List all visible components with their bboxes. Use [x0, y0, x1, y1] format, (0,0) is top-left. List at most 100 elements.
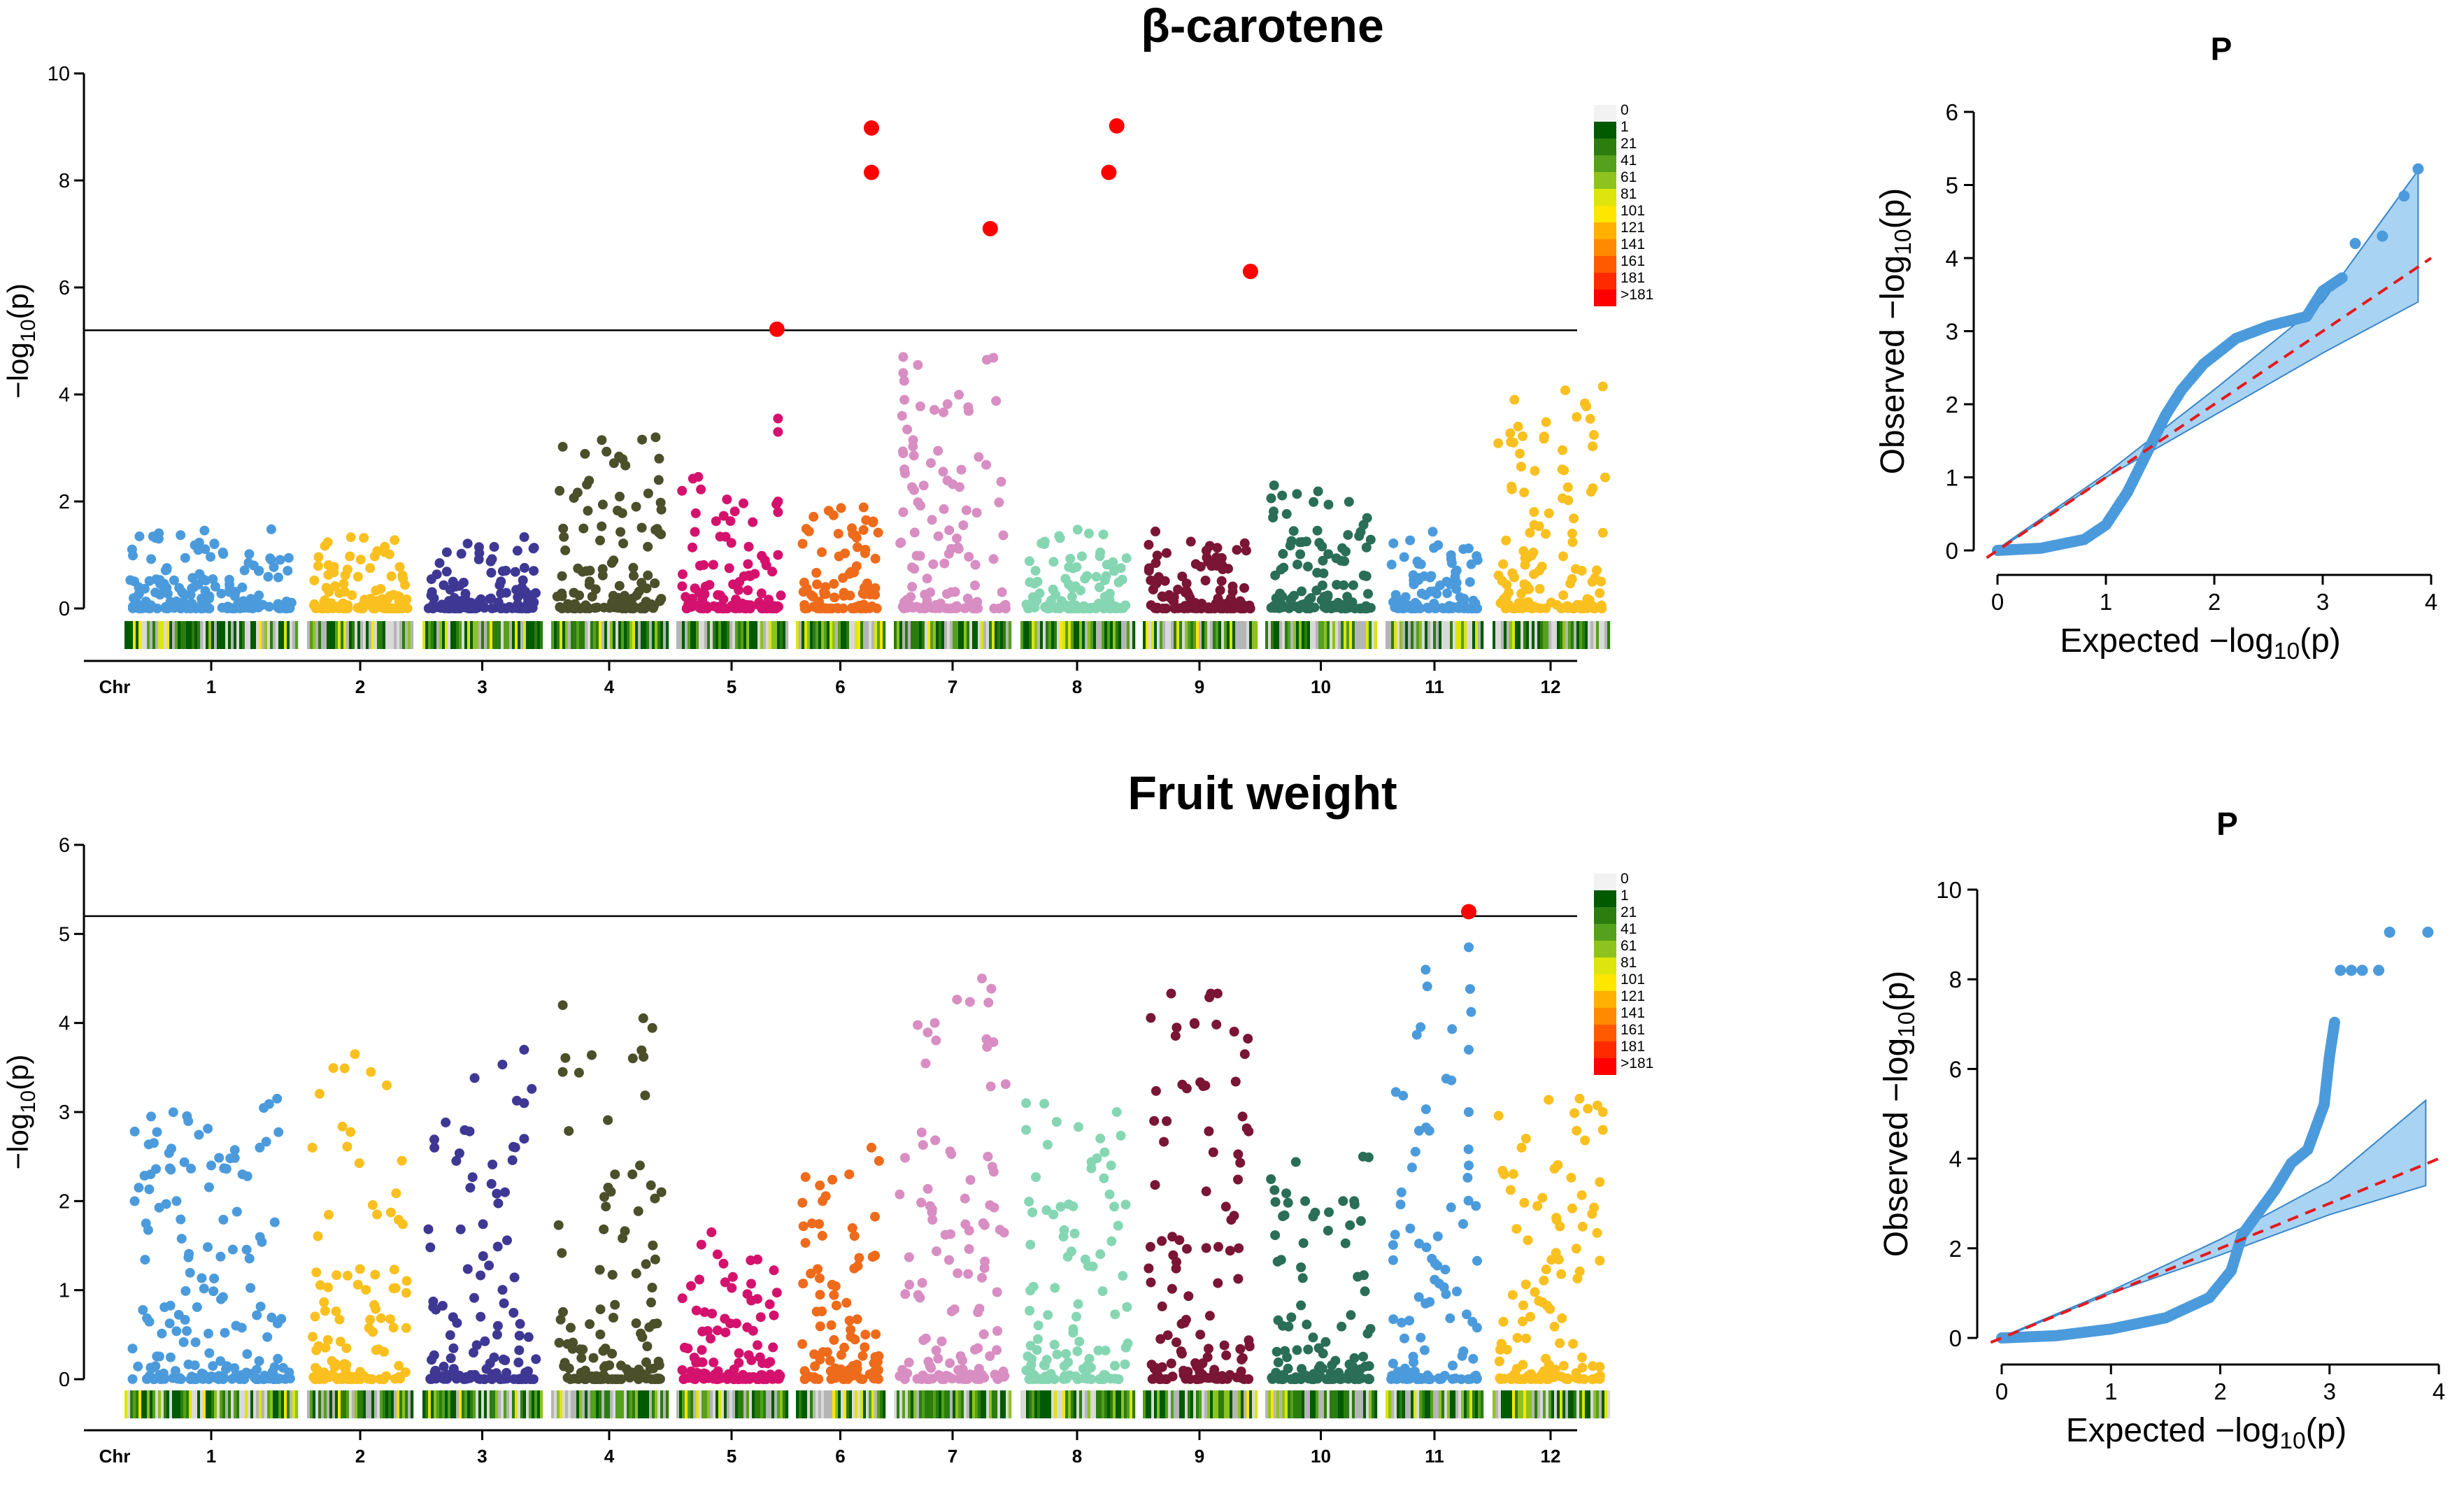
snp-peak-point [1508, 437, 1518, 448]
snp-point [953, 1365, 964, 1375]
snp-point [1098, 600, 1108, 611]
snp-density-cell [950, 1390, 953, 1418]
snp-point [1388, 1358, 1398, 1369]
snp-point [1399, 552, 1409, 562]
snp-point [311, 1267, 322, 1278]
snp-density-cell [871, 1390, 875, 1418]
chromosome-label: 11 [1425, 1446, 1444, 1467]
snp-density-cell [1346, 621, 1350, 649]
snp-point [140, 1255, 150, 1265]
snp-point [1596, 600, 1607, 611]
snp-point [523, 1366, 533, 1376]
snp-point [650, 1193, 660, 1204]
snp-point [1075, 585, 1085, 596]
snp-density-cell [1394, 1390, 1397, 1418]
snp-density-cell [785, 621, 789, 649]
snp-density-cell [735, 621, 739, 649]
snp-density-cell [520, 1390, 524, 1418]
snp-density-cell [442, 1390, 446, 1418]
snp-point [502, 1235, 512, 1246]
snp-point [1308, 1211, 1318, 1222]
snp-point [931, 1035, 941, 1046]
qq-x-axis-label-part: (p) [2306, 1412, 2347, 1449]
snp-density-cell [206, 1390, 209, 1418]
snp-point [1501, 535, 1511, 546]
snp-density-cell [383, 1390, 386, 1418]
y-axis-label-part: −log [1, 1113, 34, 1170]
snp-density-cell [515, 1390, 518, 1418]
snp-point [907, 482, 917, 492]
snp-point [329, 1362, 340, 1372]
snp-point [1344, 497, 1354, 507]
snp-point [1024, 1197, 1034, 1207]
snp-point [1086, 1157, 1097, 1167]
snp-density-cell [1048, 621, 1052, 649]
qq-expected-line [1986, 257, 2433, 560]
snp-point [343, 1270, 352, 1281]
snp-point [1507, 481, 1517, 492]
snp-density-cell [741, 621, 744, 649]
snp-point [1576, 1190, 1587, 1200]
snp-density-cell [287, 621, 290, 649]
snp-point [369, 1299, 380, 1310]
snp-density-cell [1588, 1390, 1591, 1418]
snp-density-cell [1271, 621, 1274, 649]
snp-density-cell [874, 1390, 878, 1418]
snp-density-cell [1065, 621, 1069, 649]
snp-point [588, 1353, 599, 1363]
snp-density-cell [1568, 1390, 1572, 1418]
snp-point [262, 1332, 273, 1342]
snp-point [1323, 549, 1334, 560]
snp-point [1289, 590, 1299, 601]
snp-density-cell [169, 1390, 173, 1418]
snp-point [515, 1318, 525, 1329]
snp-density-cell [1537, 621, 1541, 649]
snp-point [902, 425, 913, 434]
snp-point [178, 1337, 189, 1347]
snp-density-cell [264, 621, 268, 649]
snp-point [930, 405, 939, 415]
snp-density-cell [1062, 1390, 1066, 1418]
density-legend-label: 141 [1621, 236, 1645, 252]
snp-density-cell [785, 1390, 789, 1418]
qq-y-tick-label: 1 [1946, 465, 1958, 491]
snp-point [729, 506, 740, 517]
snp-point [182, 603, 192, 613]
snp-density-cell [981, 621, 984, 649]
snp-peak-point [773, 550, 783, 560]
snp-density-cell [1402, 1390, 1406, 1418]
snp-density-cell [1391, 621, 1395, 649]
snp-point [1278, 601, 1288, 612]
snp-point [1581, 401, 1592, 411]
snp-point [1416, 1022, 1426, 1032]
snp-point [636, 1328, 646, 1339]
snp-point [830, 1281, 841, 1292]
snp-point [695, 1274, 704, 1285]
snp-density-cell [276, 1390, 279, 1418]
snp-point [728, 579, 739, 590]
snp-point [1226, 1215, 1237, 1225]
snp-density-cell [534, 1390, 538, 1418]
snp-point [1493, 570, 1504, 580]
snp-density-cell [574, 1390, 577, 1418]
snp-point [1462, 1309, 1472, 1320]
snp-density-cell [1034, 1390, 1038, 1418]
snp-point [1294, 604, 1304, 613]
snp-density-cell [487, 621, 490, 649]
snp-density-cell [1235, 621, 1239, 649]
snp-point [922, 574, 932, 584]
snp-point [1225, 1246, 1235, 1256]
snp-point [642, 1341, 653, 1351]
snp-density-cell [967, 1390, 970, 1418]
snp-point [655, 596, 665, 606]
snp-point [909, 527, 920, 538]
snp-density-cell [1469, 621, 1473, 649]
snp-point [493, 597, 504, 608]
snp-point [204, 1348, 215, 1358]
snp-density-cell [1447, 621, 1451, 649]
snp-density-cell [498, 621, 501, 649]
density-legend-swatch [1594, 172, 1616, 189]
snp-point [469, 1073, 480, 1083]
snp-density-cell [983, 621, 987, 649]
snp-point [519, 532, 529, 542]
